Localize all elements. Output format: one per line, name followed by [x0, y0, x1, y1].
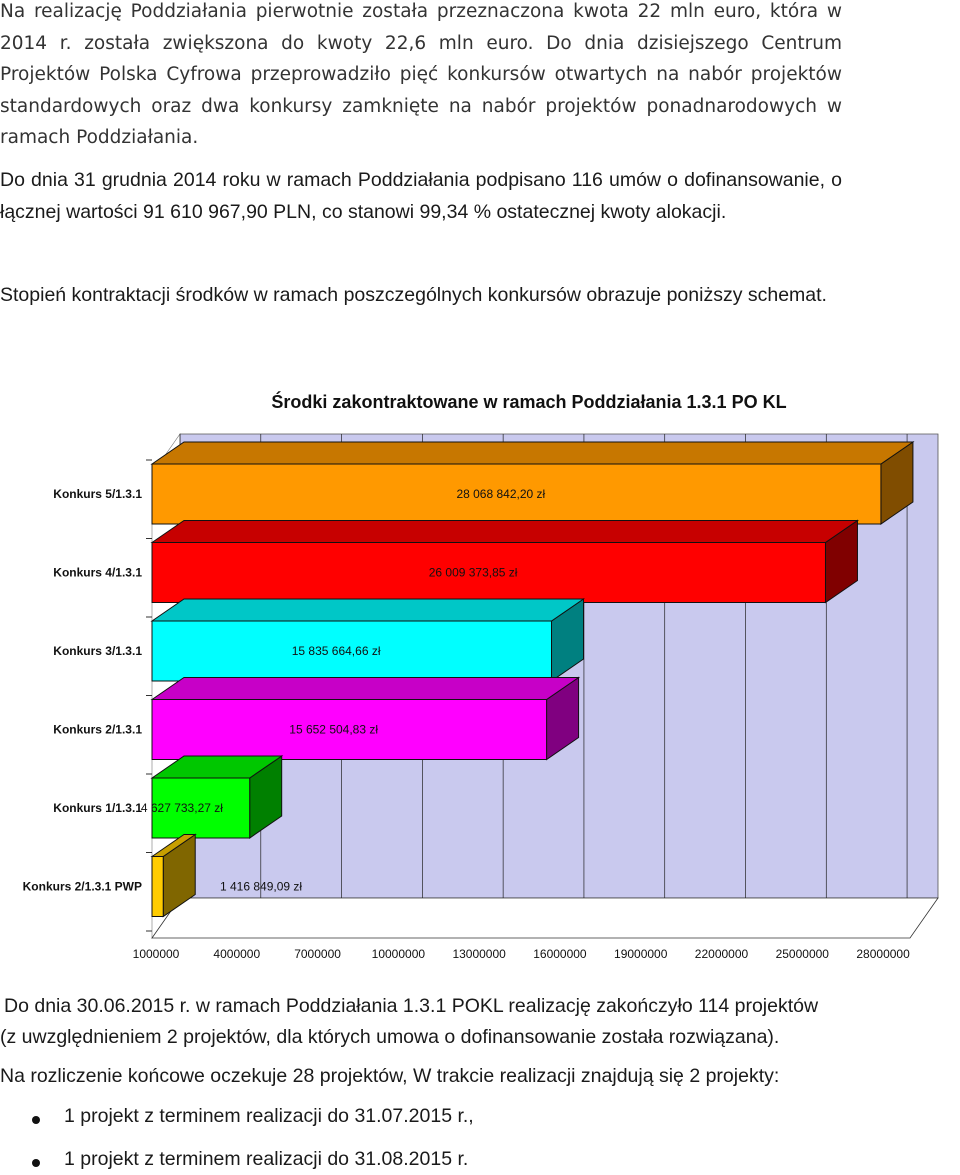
x-tick-label: 25000000 — [776, 947, 830, 961]
chart-title: Środki zakontraktowane w ramach Poddział… — [271, 392, 787, 412]
x-tick-label: 10000000 — [372, 947, 426, 961]
chart-floor — [151, 897, 939, 939]
bar-top — [150, 520, 860, 543]
bullet-dot — [32, 1159, 40, 1167]
bar — [151, 542, 826, 603]
x-tick-label: 4000000 — [213, 947, 260, 961]
bullet-item: 1 projekt z terminem realizacji do 31.07… — [64, 1105, 474, 1127]
bar — [151, 777, 251, 839]
x-tick-label: 1000000 — [133, 947, 180, 961]
category-label: Konkurs 5/1.3.1 — [53, 487, 142, 501]
x-tick-label: 19000000 — [614, 947, 668, 961]
value-label: 15 652 504,83 zł — [289, 723, 378, 737]
value-label: 26 009 373,85 zł — [429, 566, 518, 580]
bar — [151, 699, 548, 760]
category-label: Konkurs 2/1.3.1 PWP — [23, 880, 142, 894]
chart-intro-paragraph: Stopień kontraktacji środków w ramach po… — [0, 284, 827, 306]
bar-top — [150, 441, 915, 465]
value-label: 28 068 842,20 zł — [456, 487, 545, 501]
value-label: 1 416 849,09 zł — [220, 880, 302, 894]
x-tick-label: 22000000 — [695, 947, 749, 961]
bullet-item: 1 projekt z terminem realizacji do 31.08… — [64, 1148, 469, 1170]
bar — [151, 856, 164, 917]
bar-top — [150, 677, 581, 700]
contracted-funds-chart: Środki zakontraktowane w ramach Poddział… — [0, 380, 960, 980]
bullet-dot — [32, 1116, 40, 1124]
value-label: 15 835 664,66 zł — [292, 644, 381, 658]
chart-plot: Konkurs 5/1.3.1 28 068 842,20 zł Konkurs 4… — [23, 433, 939, 961]
category-label: Konkurs 4/1.3.1 — [53, 566, 142, 580]
category-label: Konkurs 1/1.3.1 — [53, 801, 142, 815]
completion-line-1: Do dnia 30.06.2015 r. w ramach Poddziała… — [4, 995, 819, 1017]
completion-line-2: (z uwzględnieniem 2 projektów, dla który… — [0, 1026, 780, 1048]
intro-paragraph: Na realizację Poddziałania pierwotnie zo… — [0, 1, 842, 148]
settlement-paragraph: Na rozliczenie końcowe oczekuje 28 proje… — [0, 1065, 780, 1087]
contracts-paragraph: Do dnia 31 grudnia 2014 roku w ramach Po… — [0, 169, 842, 223]
x-tick-label: 7000000 — [294, 947, 341, 961]
bar — [151, 620, 553, 682]
bar — [151, 463, 882, 525]
category-label: Konkurs 2/1.3.1 — [53, 723, 142, 737]
x-tick-label: 13000000 — [452, 947, 506, 961]
x-tick-label: 28000000 — [856, 947, 910, 961]
x-tick-label: 16000000 — [533, 947, 587, 961]
category-label: Konkurs 3/1.3.1 — [53, 644, 142, 658]
value-label: 4 627 733,27 zł — [141, 801, 223, 815]
bar-top — [150, 598, 586, 622]
